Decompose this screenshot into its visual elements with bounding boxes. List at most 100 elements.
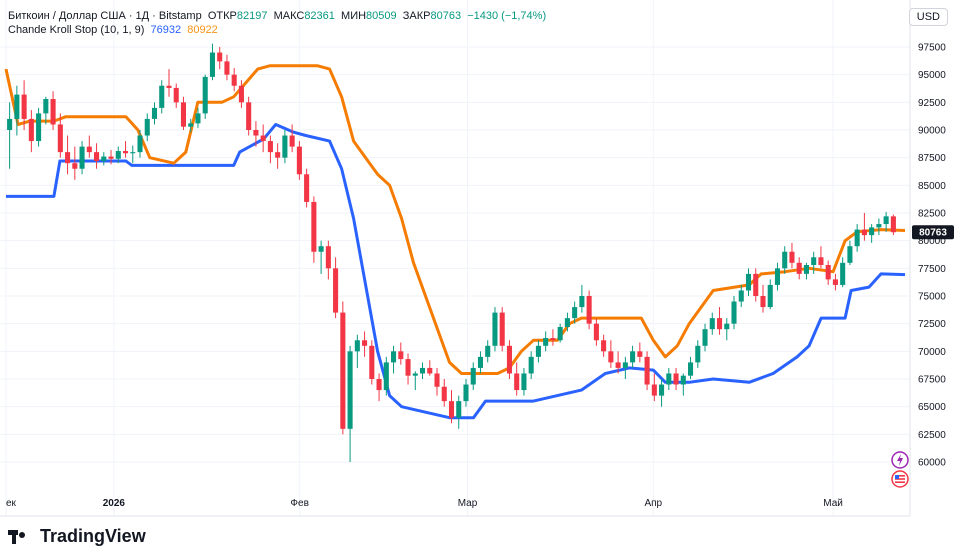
candle — [267, 135, 273, 164]
candle — [876, 218, 882, 236]
candle — [325, 240, 331, 280]
candle — [651, 373, 657, 402]
candle — [144, 113, 150, 142]
indicator-title[interactable]: Chande Kroll Stop (10, 1, 9) — [8, 24, 145, 36]
candle — [50, 91, 56, 130]
candle — [499, 307, 505, 352]
candle — [318, 240, 324, 274]
price-tick-label: 92500 — [918, 98, 946, 109]
candle — [137, 130, 143, 158]
symbol-title[interactable]: Биткоин / Доллар США · 1Д · Bitstamp — [8, 10, 202, 22]
tradingview-logo[interactable]: TradingView — [8, 526, 146, 547]
candle — [195, 107, 201, 128]
candle — [543, 331, 549, 352]
candle — [253, 121, 259, 147]
candle — [709, 312, 715, 335]
candle — [738, 284, 744, 308]
candle — [789, 242, 795, 269]
candle — [441, 379, 447, 407]
candle — [14, 85, 20, 136]
candle — [767, 279, 773, 310]
candle — [311, 196, 317, 263]
candle — [369, 340, 375, 385]
candle — [202, 74, 208, 119]
candle — [564, 312, 570, 332]
candle — [101, 152, 107, 166]
candle — [217, 47, 223, 70]
candle — [456, 395, 462, 429]
price-axis: 97500 95000 92500 90000 87500 85000 82500 80000… — [918, 43, 946, 469]
candle — [224, 54, 230, 81]
legend-ohlc: Биткоин / Доллар США · 1Д · Bitstamp ОТК… — [8, 10, 546, 22]
candle — [180, 96, 187, 130]
candle — [680, 373, 686, 396]
candle — [796, 257, 802, 280]
candle — [557, 323, 563, 343]
us-flag-icon[interactable] — [891, 470, 909, 488]
candle — [615, 351, 621, 374]
candle — [434, 367, 440, 396]
candle — [79, 141, 85, 175]
time-tick-label: Май — [823, 498, 843, 509]
candle — [296, 141, 302, 180]
low-value: 80509 — [366, 10, 397, 22]
candle — [7, 102, 13, 169]
candle — [673, 367, 679, 391]
brand-name: TradingView — [40, 526, 146, 546]
price-tick-label: 90000 — [918, 126, 946, 137]
price-tick-label: 60000 — [918, 458, 946, 469]
change-value: −1430 (−1,74%) — [467, 10, 547, 22]
candle — [854, 224, 860, 252]
candle — [463, 379, 469, 407]
long-stop-line — [6, 123, 906, 420]
legend-indicator: Chande Kroll Stop (10, 1, 9) 76932 80922 — [8, 24, 218, 36]
time-tick-label: Апр — [644, 498, 662, 509]
candle — [427, 360, 433, 376]
price-tick-label: 80000 — [918, 236, 946, 247]
candle — [231, 68, 237, 92]
candle — [825, 260, 831, 285]
price-tick-label: 87500 — [918, 153, 946, 164]
price-tick-label: 75000 — [918, 292, 946, 303]
candle — [745, 268, 752, 296]
candle — [572, 301, 578, 324]
price-tick-label: 67500 — [918, 375, 946, 386]
candle — [630, 345, 636, 368]
time-tick-label: Фев — [290, 498, 308, 509]
candle — [601, 334, 607, 357]
candle — [376, 373, 382, 402]
candle — [514, 362, 520, 396]
candle — [362, 331, 368, 357]
candle — [304, 168, 310, 208]
lightning-icon[interactable] — [891, 451, 909, 469]
currency-button[interactable]: USD — [908, 8, 948, 26]
candle — [260, 124, 266, 153]
short-stop-line — [4, 64, 906, 375]
candle — [340, 301, 346, 435]
candle — [209, 43, 215, 81]
candle — [782, 246, 788, 274]
candle — [108, 149, 114, 165]
close-value: 80763 — [430, 10, 462, 22]
candle — [811, 251, 817, 274]
candle — [890, 214, 896, 236]
high-value: 82361 — [304, 10, 335, 22]
candle — [521, 367, 527, 396]
open-label: ОТКР — [207, 10, 237, 22]
candle — [644, 351, 650, 391]
open-value: 82197 — [236, 10, 268, 22]
stop-long-value: 76932 — [150, 24, 182, 36]
candle — [832, 273, 838, 291]
chande-kroll-stop-lines — [4, 64, 906, 420]
candle — [159, 80, 165, 114]
low-label: МИН — [341, 10, 367, 22]
candle — [347, 345, 353, 462]
candle — [289, 124, 295, 153]
candle — [535, 340, 541, 363]
candle — [702, 323, 708, 352]
price-tick-label: 65000 — [918, 402, 946, 413]
candle — [419, 362, 426, 379]
candle — [731, 296, 737, 330]
candle — [695, 340, 701, 368]
